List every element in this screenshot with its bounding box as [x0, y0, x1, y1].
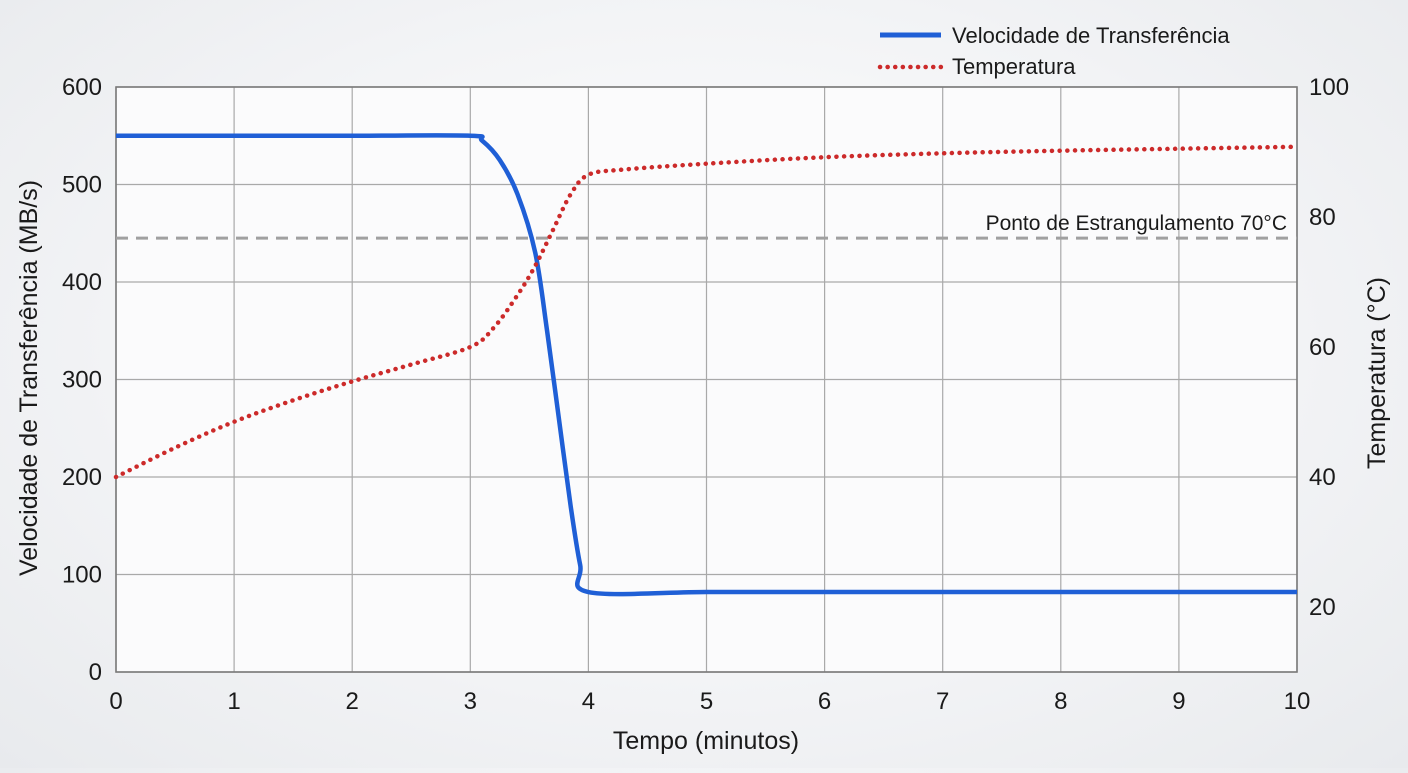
legend-label-velocidade: Velocidade de Transferência — [952, 23, 1230, 48]
x-axis-title: Tempo (minutos) — [613, 727, 799, 755]
tick-labels: 0 1 2 3 4 5 6 7 8 9 100100200300400500600204060801… — [62, 74, 1349, 715]
y-right-tick-label: 80 — [1309, 204, 1336, 231]
x-tick-label: 10 — [1284, 688, 1311, 715]
x-tick-label: 2 — [346, 688, 359, 715]
y-left-tick-label: 400 — [62, 269, 102, 296]
plot-frame — [115, 86, 1298, 673]
x-tick-label: 0 — [109, 688, 122, 715]
series-line-velocidade — [115, 133, 1297, 597]
series-group — [113, 133, 1300, 597]
y-right-tick-label: 40 — [1309, 464, 1336, 491]
x-tick-label: 3 — [464, 688, 477, 715]
y-right-axis-title: Temperatura (°C) — [1363, 277, 1391, 469]
x-tick-label: 9 — [1172, 688, 1185, 715]
y-left-axis-title: Velocidade de Transferência (MB/s) — [15, 180, 43, 576]
legend-label-temperatura: Temperatura — [952, 54, 1076, 79]
x-tick-label: 5 — [700, 688, 713, 715]
y-left-tick-label: 200 — [62, 464, 102, 491]
x-tick-label: 6 — [818, 688, 831, 715]
y-left-tick-label: 600 — [62, 74, 102, 101]
y-right-tick-label: 100 — [1309, 74, 1349, 101]
y-left-tick-label: 100 — [62, 562, 102, 589]
series-line-temperatura — [113, 144, 1300, 480]
x-tick-label: 1 — [227, 688, 240, 715]
y-left-tick-label: 0 — [89, 659, 102, 686]
y-left-tick-label: 500 — [62, 172, 102, 199]
y-left-tick-label: 300 — [62, 367, 102, 394]
x-tick-label: 7 — [936, 688, 949, 715]
grid — [115, 86, 1298, 673]
x-tick-label: 8 — [1054, 688, 1067, 715]
y-right-tick-label: 60 — [1309, 334, 1336, 361]
legend: Velocidade de Transferência Temperatura — [877, 23, 1230, 79]
reference-line-label: Ponto de Estrangulamento 70°C — [986, 212, 1287, 235]
y-right-tick-label: 20 — [1309, 594, 1336, 621]
x-tick-label: 4 — [582, 688, 595, 715]
plot-border — [115, 86, 1298, 673]
